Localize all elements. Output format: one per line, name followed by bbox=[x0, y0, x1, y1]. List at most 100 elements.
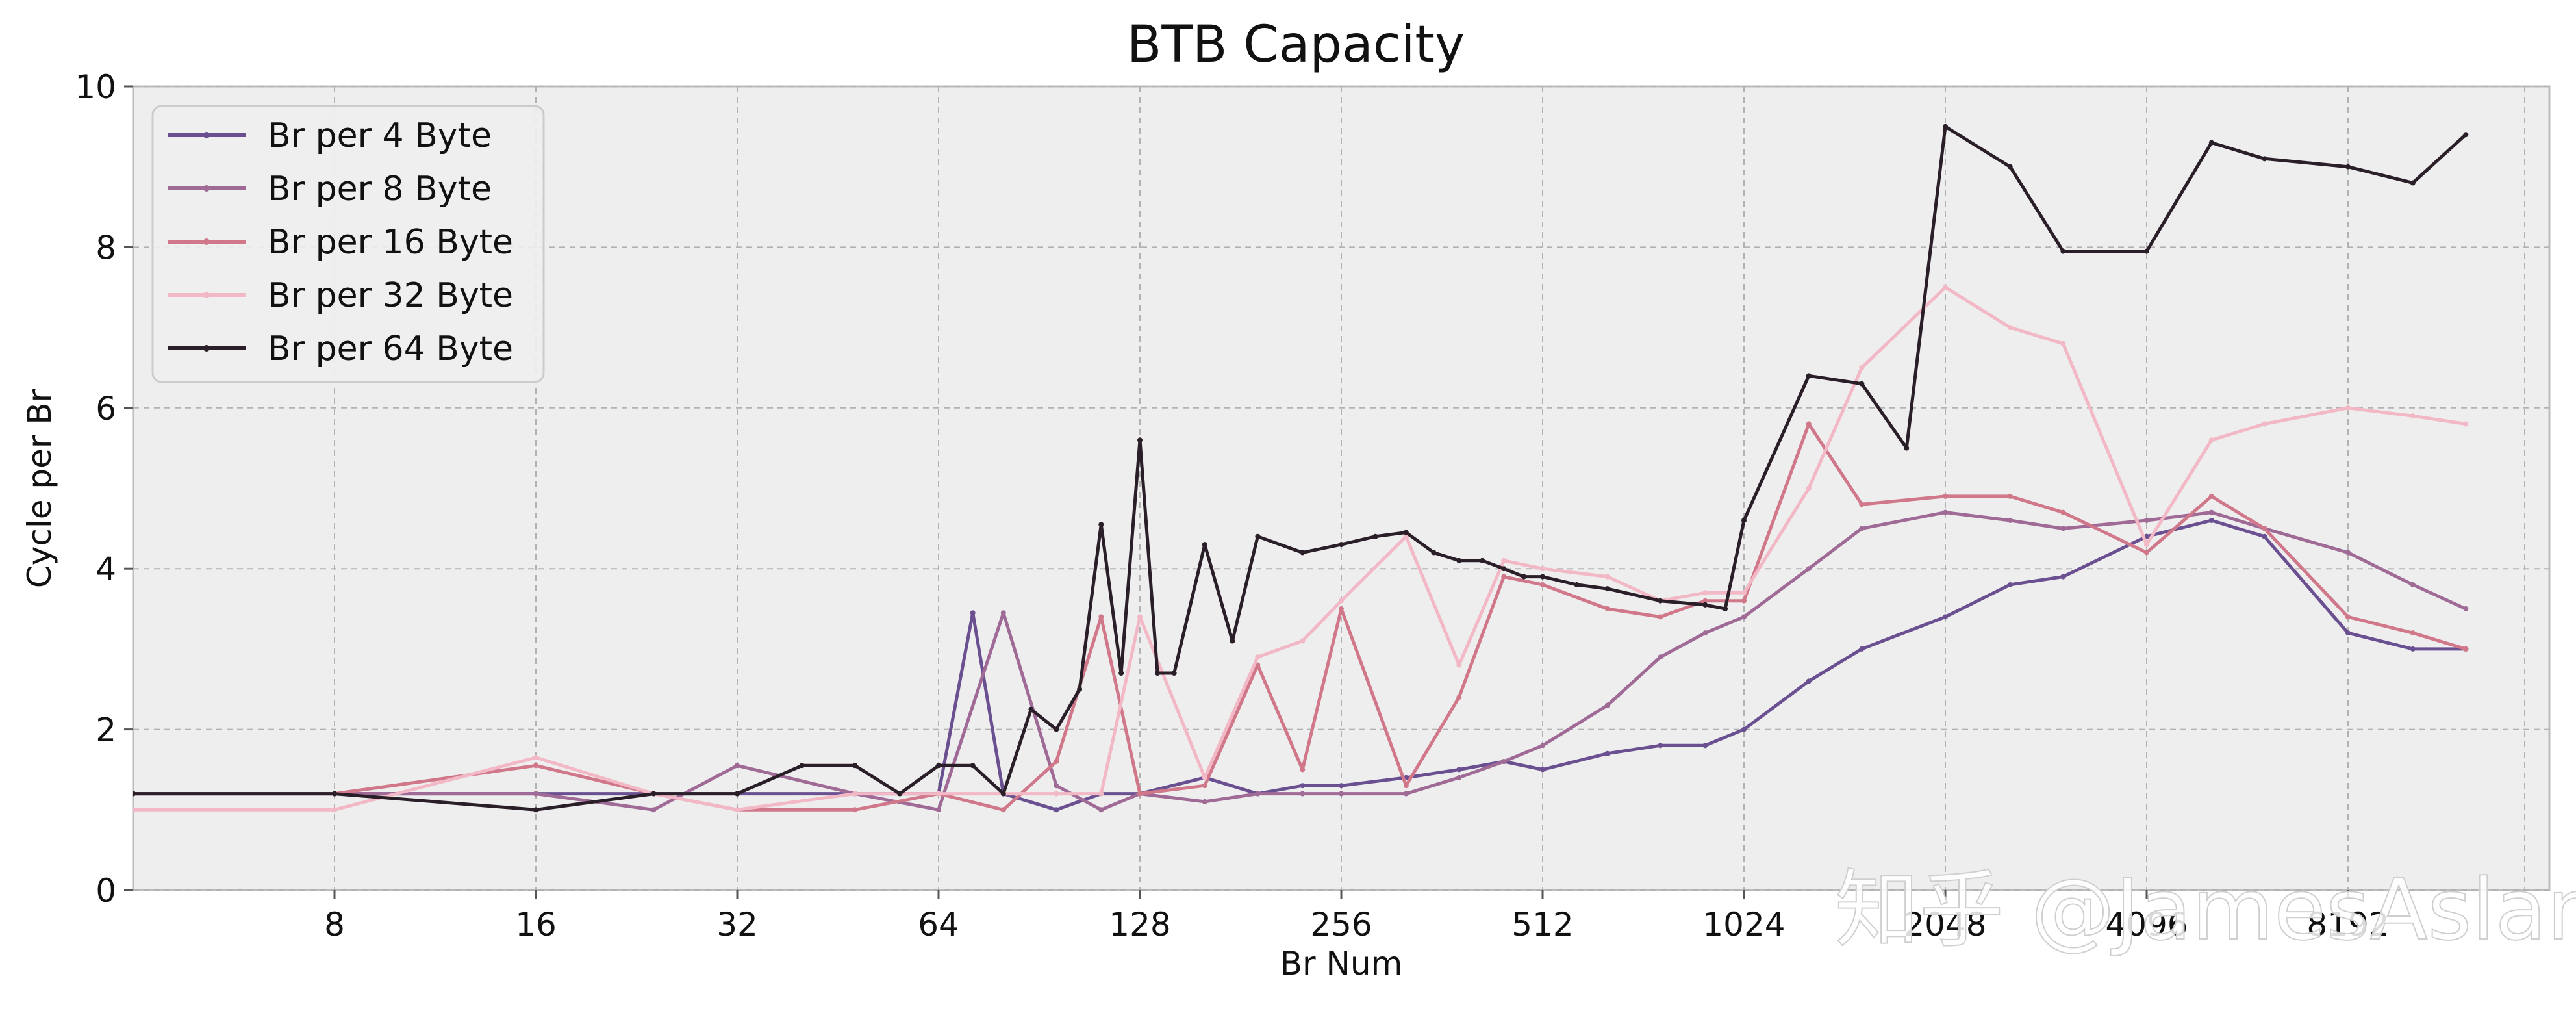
series-5-point bbox=[1339, 542, 1344, 548]
series-5-point bbox=[1155, 671, 1161, 676]
x-tick-label: 16 bbox=[515, 906, 557, 943]
series-5-point bbox=[1723, 606, 1728, 612]
series-5-point bbox=[533, 807, 538, 813]
series-5-point bbox=[1943, 123, 1948, 129]
series-5-point bbox=[1171, 671, 1177, 676]
series-3-point bbox=[1000, 807, 1006, 813]
series-4-point bbox=[1540, 566, 1545, 572]
series-3-point bbox=[2262, 526, 2267, 531]
series-1-point bbox=[2262, 533, 2267, 539]
series-2-point bbox=[2410, 582, 2416, 587]
y-tick-label: 4 bbox=[95, 550, 116, 588]
series-layer bbox=[133, 123, 2469, 813]
series-2-point bbox=[1300, 791, 1306, 797]
series-3-point bbox=[1456, 695, 1462, 700]
series-5-point bbox=[1255, 533, 1261, 539]
series-2-point bbox=[1604, 702, 1610, 708]
series-4-point bbox=[1300, 638, 1306, 644]
series-4-point bbox=[2060, 340, 2066, 346]
series-5-point bbox=[1118, 671, 1124, 676]
series-2-point bbox=[1540, 743, 1545, 749]
series-1-point bbox=[1741, 726, 1747, 732]
series-4-point bbox=[2463, 421, 2469, 427]
legend-label-4: Br per 32 Byte bbox=[268, 276, 513, 315]
x-axis-label: Br Num bbox=[1280, 945, 1403, 982]
series-line-5 bbox=[133, 125, 2467, 812]
series-5-point bbox=[1741, 517, 1747, 523]
series-1-point bbox=[2007, 582, 2013, 587]
series-4-point bbox=[1202, 774, 1207, 780]
series-1-point bbox=[1702, 743, 1708, 749]
series-2-point bbox=[1098, 807, 1104, 813]
series-5-point bbox=[2463, 132, 2469, 138]
series-5-point bbox=[1230, 638, 1235, 644]
series-3-point bbox=[1604, 606, 1610, 612]
series-2-point bbox=[1658, 654, 1663, 660]
series-4-point bbox=[2345, 405, 2351, 411]
series-3-point bbox=[1943, 493, 1948, 499]
series-5-point bbox=[1702, 602, 1708, 608]
x-tick-label: 128 bbox=[1109, 906, 1170, 943]
series-1-point bbox=[1456, 767, 1462, 773]
series-3-point bbox=[2060, 509, 2066, 515]
series-4-point bbox=[735, 807, 740, 813]
series-5-point bbox=[1202, 542, 1207, 548]
x-tick-label: 8192 bbox=[2306, 906, 2389, 943]
series-3-point bbox=[2208, 493, 2214, 499]
legend-marker-2 bbox=[203, 185, 210, 192]
series-2-point bbox=[735, 763, 740, 769]
series-4-point bbox=[2262, 421, 2267, 427]
series-3-point bbox=[2463, 646, 2469, 652]
series-2-point bbox=[533, 791, 538, 797]
legend-label-5: Br per 64 Byte bbox=[268, 329, 513, 368]
series-1-point bbox=[1604, 750, 1610, 756]
series-1-point bbox=[1339, 783, 1344, 789]
series-5-point bbox=[852, 763, 858, 769]
series-2-point bbox=[1702, 630, 1708, 636]
series-5-point bbox=[651, 791, 657, 797]
series-4-point bbox=[2208, 437, 2214, 443]
legend-marker-3 bbox=[203, 238, 210, 245]
series-2-point bbox=[1943, 509, 1948, 515]
series-5-point bbox=[2345, 164, 2351, 170]
series-5-point bbox=[1000, 791, 1006, 797]
legend: Br per 4 Byte Br per 8 Byte Br per 16 Byte… bbox=[151, 105, 545, 383]
series-2-point bbox=[2060, 526, 2066, 531]
series-3-point bbox=[1702, 598, 1708, 604]
series-5-point bbox=[1431, 550, 1437, 556]
series-1-point bbox=[1658, 743, 1663, 749]
series-4-point bbox=[1943, 285, 1948, 290]
series-2-point bbox=[1859, 526, 1865, 531]
series-2-point bbox=[1741, 614, 1747, 620]
series-5-point bbox=[2144, 248, 2149, 254]
series-2-point bbox=[1403, 791, 1409, 797]
series-1-point bbox=[1540, 767, 1545, 773]
series-4-point bbox=[2007, 325, 2013, 331]
series-4-point bbox=[1098, 791, 1104, 797]
series-3-point bbox=[1300, 767, 1306, 773]
legend-label-2: Br per 8 Byte bbox=[268, 170, 492, 209]
series-3-point bbox=[1137, 791, 1143, 797]
y-tick-label: 6 bbox=[95, 390, 116, 428]
series-3-point bbox=[1859, 502, 1865, 507]
series-2-point bbox=[1806, 566, 1812, 572]
series-3-point bbox=[1098, 614, 1104, 620]
series-5-point bbox=[1859, 381, 1865, 387]
series-4-point bbox=[1054, 791, 1059, 797]
series-3-point bbox=[1202, 783, 1207, 789]
series-5-point bbox=[1574, 582, 1580, 587]
series-1-point bbox=[1859, 646, 1865, 652]
series-2-point bbox=[651, 807, 657, 813]
series-3-point bbox=[1741, 598, 1747, 604]
series-5-point bbox=[1098, 522, 1104, 528]
series-5-point bbox=[1604, 586, 1610, 592]
series-5-point bbox=[1501, 566, 1507, 572]
x-tick-label: 8 bbox=[324, 906, 345, 943]
series-2-point bbox=[1339, 791, 1344, 797]
series-line-3 bbox=[133, 422, 2467, 812]
series-3-point bbox=[1658, 614, 1663, 620]
series-4-point bbox=[2410, 413, 2416, 419]
series-5-point bbox=[332, 791, 337, 797]
series-4-point bbox=[1859, 365, 1865, 370]
